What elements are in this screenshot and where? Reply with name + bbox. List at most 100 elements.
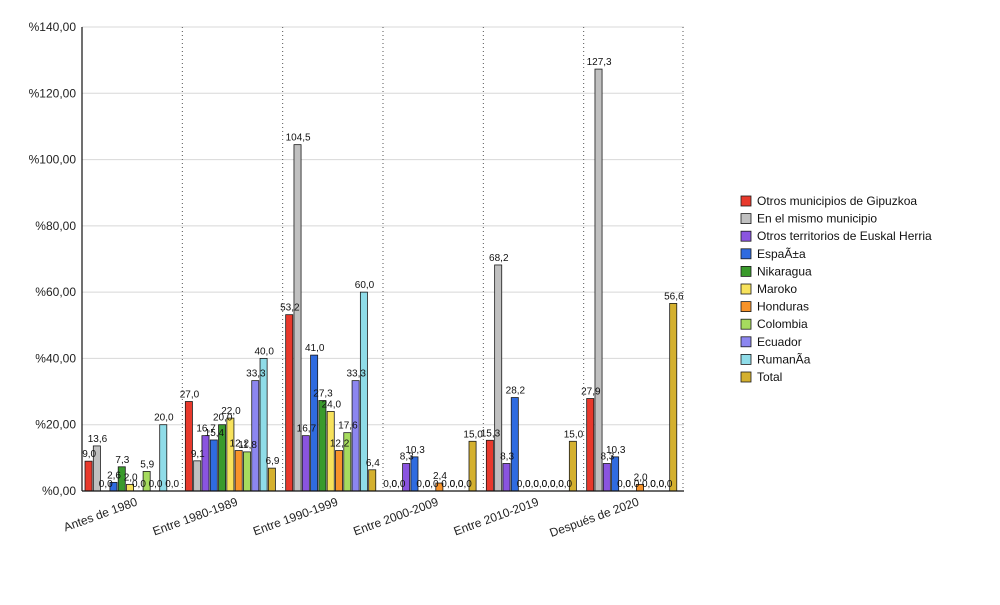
bar: [594, 68, 603, 492]
bar: [193, 460, 202, 492]
data-label: 10,3: [606, 445, 626, 456]
data-label: 0,0: [650, 479, 664, 490]
bar: [586, 398, 595, 492]
bar: [326, 411, 335, 492]
legend-label: Otros territorios de Euskal Herria: [757, 229, 932, 243]
bar: [267, 467, 276, 492]
legend-label: RumanÃ­a: [757, 352, 811, 366]
data-label: 6,4: [366, 458, 380, 469]
bar: [351, 380, 360, 492]
grid-layer: [82, 26, 684, 491]
legend-swatch: [740, 248, 752, 260]
bar: [602, 463, 611, 492]
data-label: 12,2: [230, 439, 250, 450]
legend-swatch: [740, 195, 752, 207]
data-label: 22,0: [221, 406, 241, 417]
data-label: 5,9: [140, 459, 154, 470]
legend-label: Honduras: [757, 300, 809, 314]
data-label: 20,0: [154, 413, 174, 424]
data-label: 53,2: [280, 303, 300, 314]
data-label: 0,0: [458, 479, 472, 490]
data-label: 28,2: [506, 386, 526, 397]
bar: [243, 451, 251, 492]
bar: [226, 417, 235, 492]
legend-label: Colombia: [757, 317, 808, 331]
data-label: 0,0: [642, 479, 656, 490]
bar: [234, 450, 243, 492]
data-label: 27,3: [313, 389, 333, 400]
data-label: 0,0: [383, 479, 397, 490]
data-labels-layer: 9,013,60,02,67,32,00,05,90,020,00,027,09…: [82, 57, 684, 490]
x-tick-label: Entre 2000-2009: [351, 495, 440, 539]
data-label: 0,0: [416, 479, 430, 490]
data-label: 0,0: [558, 479, 572, 490]
legend-swatch: [740, 318, 752, 330]
bar: [184, 401, 193, 492]
bar: [335, 450, 343, 492]
data-label: 27,0: [180, 390, 200, 401]
data-label: 60,0: [355, 280, 375, 291]
data-label: 16,7: [196, 424, 216, 435]
legend-label: Nikaragua: [757, 264, 812, 278]
y-tick-label: %40,00: [35, 351, 76, 365]
x-tick-label: Después de 2020: [548, 495, 641, 540]
data-label: 24,0: [322, 399, 342, 410]
data-label: 2,6: [107, 470, 121, 481]
legend-swatch: [740, 371, 752, 383]
data-label: 0,0: [165, 479, 179, 490]
legend-label: En el mismo municipio: [757, 212, 877, 226]
data-label: 15,0: [564, 429, 584, 440]
legend-swatch: [740, 353, 752, 365]
data-label: 0,0: [517, 479, 531, 490]
legend-label: Ecuador: [757, 335, 802, 349]
data-label: 9,1: [191, 449, 205, 460]
data-label: 0,0: [533, 479, 547, 490]
bar: [669, 303, 678, 492]
data-label: 11,8: [238, 440, 257, 451]
data-label: 0,0: [425, 479, 439, 490]
bar: [293, 144, 302, 492]
legend-swatch: [740, 265, 752, 277]
data-label: 15,0: [463, 429, 483, 440]
x-tick-label: Entre 1990-1999: [251, 495, 340, 539]
legend-label: Total: [757, 370, 782, 384]
data-label: 0,0: [450, 479, 464, 490]
legend-label: Otros municipios de Gipuzkoa: [757, 194, 917, 208]
data-label: 33,3: [246, 369, 266, 380]
data-label: 15,4: [205, 428, 225, 439]
y-tick-label: %120,00: [29, 86, 77, 100]
legend-swatch: [740, 336, 752, 348]
bar: [301, 435, 310, 492]
legend-swatch: [740, 230, 752, 242]
bars-layer: [84, 68, 678, 492]
bar: [510, 397, 519, 492]
data-label: 9,0: [82, 449, 96, 460]
data-label: 2,0: [634, 472, 648, 483]
data-label: 17,6: [338, 421, 358, 432]
data-label: 104,5: [286, 133, 311, 144]
legend-swatch: [740, 301, 752, 313]
y-tick-label: %60,00: [35, 285, 76, 299]
y-tick-label: %100,00: [29, 153, 77, 167]
y-tick-label: %140,00: [29, 20, 77, 34]
data-label: 33,3: [346, 369, 366, 380]
y-tick-label: %0,00: [42, 484, 76, 498]
data-label: 0,0: [149, 479, 163, 490]
bar: [201, 435, 210, 492]
data-label: 40,0: [254, 346, 274, 357]
data-label: 8,3: [400, 451, 414, 462]
bar: [251, 380, 260, 492]
legend-label: Maroko: [757, 282, 797, 296]
data-label: 6,9: [266, 456, 280, 467]
data-label: 12,2: [330, 439, 350, 450]
data-label: 0,0: [391, 479, 405, 490]
data-label: 0,0: [542, 479, 556, 490]
data-label: 8,3: [500, 451, 514, 462]
data-label: 127,3: [587, 57, 612, 68]
data-label: 20,0: [213, 413, 233, 424]
legend-label: EspaÃ±a: [757, 247, 806, 261]
data-label: 0,0: [617, 479, 631, 490]
data-label: 8,3: [600, 451, 614, 462]
data-label: 0,0: [659, 479, 673, 490]
